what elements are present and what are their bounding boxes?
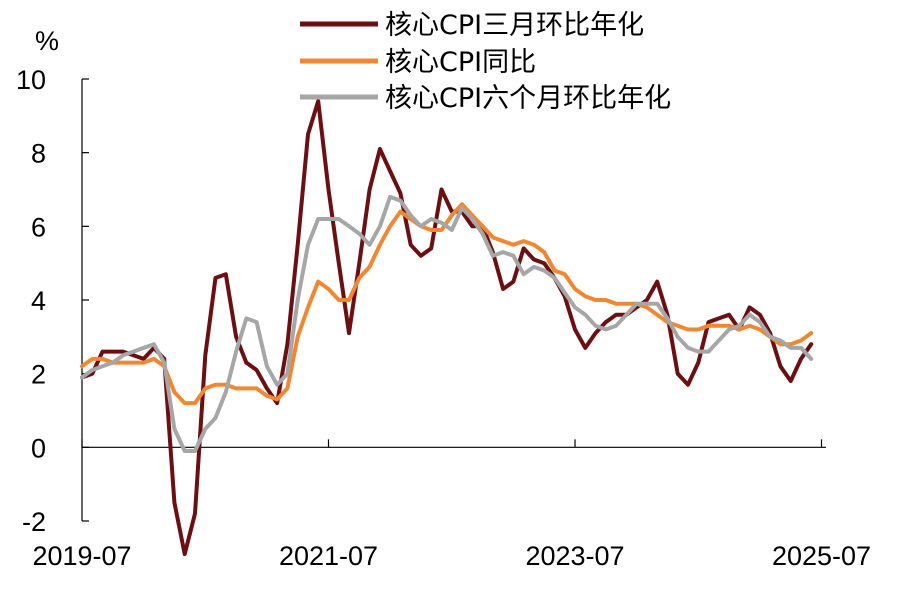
y-tick-label: -2 <box>22 507 46 537</box>
x-tick-label: 2023-07 <box>525 541 624 571</box>
y-tick-label: 8 <box>31 139 46 169</box>
x-tick-label: 2019-07 <box>32 541 131 571</box>
series-line <box>80 99 814 557</box>
y-tick-label: 0 <box>31 433 46 463</box>
x-tick-label: 2025-07 <box>772 541 871 571</box>
series-group <box>80 202 814 406</box>
series-group <box>80 194 814 453</box>
chart-axes: 10 8 6 4 2 0 -2% 2019-07 2021-07 2023-07 2025-07 <box>16 26 871 571</box>
y-unit-label: % <box>35 26 59 56</box>
y-tick-label: 10 <box>16 65 46 95</box>
legend-label: 核心CPI六个月环比年化 <box>385 83 671 114</box>
series-line <box>80 202 814 406</box>
legend-label: 核心CPI三月环比年化 <box>385 10 644 41</box>
chart-series <box>80 99 814 557</box>
y-tick-label: 2 <box>31 360 46 390</box>
series-line <box>80 194 814 453</box>
y-tick-label: 4 <box>31 286 46 316</box>
series-group <box>80 99 814 557</box>
legend-label: 核心CPI同比 <box>385 47 536 78</box>
y-tick-label: 6 <box>31 212 46 242</box>
x-tick-label: 2021-07 <box>279 541 378 571</box>
